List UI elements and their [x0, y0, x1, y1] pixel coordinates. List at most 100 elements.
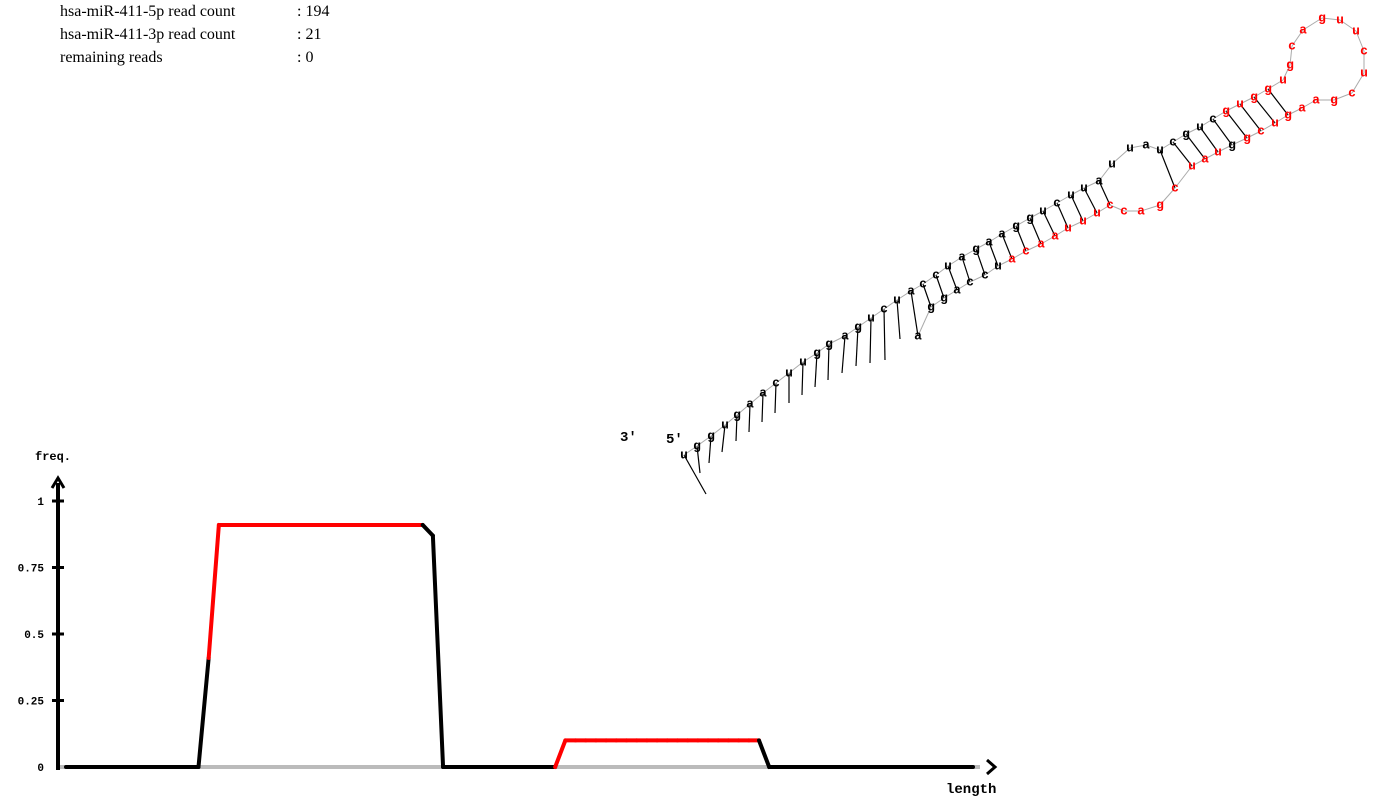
backbone-segment [1217, 144, 1233, 153]
nucleotide: a [746, 396, 754, 411]
y-axis-label: freq. [35, 450, 71, 464]
nucleotide: u [944, 258, 952, 273]
nucleotide: g [1012, 218, 1020, 233]
nucleotide: u [1064, 220, 1072, 235]
nucleotide: u [1188, 158, 1196, 173]
nucleotide: u [1214, 144, 1222, 159]
backbone-segment [1172, 133, 1187, 143]
nucleotide: u [1093, 205, 1101, 220]
nucleotide: g [1264, 81, 1272, 96]
stat-row: remaining reads: 0 [60, 46, 329, 69]
nucleotide: a [1037, 236, 1045, 251]
stat-label: hsa-miR-411-3p read count [60, 26, 236, 43]
base-pair-bond [683, 454, 707, 495]
backbone-segment [870, 308, 885, 319]
stat-value: : 194 [297, 3, 330, 20]
nucleotide: u [1196, 119, 1204, 134]
nucleotide: u [1271, 115, 1279, 130]
base-pair-bond [855, 326, 859, 367]
nucleotide: a [1298, 100, 1306, 115]
base-pair-bond [896, 299, 901, 340]
stat-value: : 21 [297, 26, 322, 43]
backbone-segment [961, 248, 977, 258]
backbone-segment [1174, 165, 1193, 189]
backbone-segment [910, 283, 924, 292]
y-tick-label: 0.25 [18, 697, 45, 709]
nucleotide: g [854, 319, 862, 334]
stat-row: hsa-miR-411-5p read count: 194 [60, 0, 329, 23]
nucleotide: a [907, 283, 915, 298]
nucleotide: u [1108, 156, 1116, 171]
nucleotide: a [759, 385, 767, 400]
base-pair-bond [975, 248, 986, 276]
nucleotide: g [825, 336, 833, 351]
backbone-segment [775, 372, 790, 384]
nucleotide: c [1120, 203, 1128, 218]
nucleotide: u [785, 365, 793, 380]
base-pair-bond [1042, 210, 1056, 237]
series-segment [553, 738, 568, 769]
backbone-segment [1111, 147, 1131, 165]
nucleotide: g [1286, 57, 1294, 72]
base-pair-bond [1239, 103, 1262, 132]
backbone-segment [844, 326, 859, 337]
backbone-segment [1082, 212, 1098, 222]
backbone-segment [935, 265, 949, 276]
base-pair-bond [1172, 141, 1193, 167]
backbone-segment [1321, 17, 1341, 21]
nucleotide: c [919, 276, 927, 291]
base-pair-bond [1199, 126, 1219, 153]
backbone-segment [1159, 141, 1174, 151]
nucleotide: c [981, 267, 989, 282]
backbone-segment [1225, 103, 1241, 112]
nucleotide: u [1156, 142, 1164, 157]
backbone-segment [710, 424, 726, 437]
base-pair-bond [922, 283, 932, 308]
backbone-segment [943, 289, 958, 299]
backbone-segment [1301, 99, 1317, 109]
backbone-segment [984, 265, 999, 276]
nucleotide: g [927, 299, 935, 314]
nucleotide: a [985, 234, 993, 249]
backbone-segment [1054, 227, 1069, 237]
backbone-segment [802, 352, 818, 363]
backbone-segment [1042, 202, 1058, 212]
base-pair-bond [1098, 180, 1111, 206]
base-pair-bond [988, 241, 999, 267]
nucleotide: c [1171, 180, 1179, 195]
backbone-segment [1015, 217, 1031, 227]
base-pair-bond [735, 414, 738, 442]
nucleotide: u [994, 258, 1002, 273]
nucleotide: g [813, 345, 821, 360]
x-axis-label: length [946, 782, 996, 798]
backbone-segment [788, 361, 804, 374]
base-pair-bond [774, 382, 777, 414]
five-prime-label: 5' [666, 432, 683, 448]
nucleotide: u [1039, 203, 1047, 218]
nucleotide: g [733, 407, 741, 422]
nucleotide: u [721, 417, 729, 432]
y-tick-label: 0 [37, 763, 44, 775]
nucleotide: g [1284, 107, 1292, 122]
backbone-segment [1129, 144, 1147, 149]
nucleotide: u [680, 447, 688, 462]
base-pair-bond [947, 265, 958, 291]
backbone-segment [1067, 220, 1084, 229]
backbone-segment [1029, 210, 1044, 219]
base-pair-bond [1267, 88, 1289, 116]
backbone-segment [1070, 187, 1085, 196]
nucleotide: c [772, 375, 780, 390]
nucleotide: a [1299, 22, 1307, 37]
nucleotide: g [707, 428, 715, 443]
backbone-segment [930, 297, 945, 308]
base-pair-bond [827, 343, 830, 381]
stat-value: : 0 [297, 49, 314, 66]
nucleotide: g [1182, 126, 1190, 141]
x-axis-arrow [986, 758, 998, 776]
nucleotide: g [1228, 137, 1236, 152]
backbone-segment [683, 445, 698, 456]
base-pair-bond [1056, 202, 1069, 229]
